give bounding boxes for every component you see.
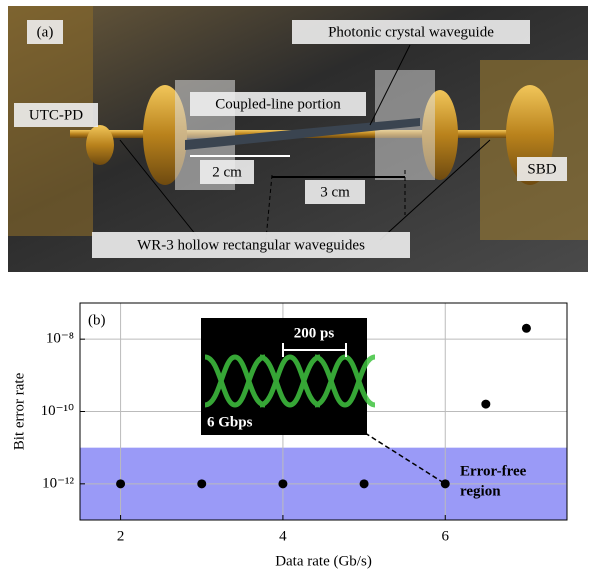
photo-label: WR-3 hollow rectangular waveguides: [137, 237, 365, 253]
eye-inset: [201, 318, 367, 435]
photo-label: Coupled-line portion: [215, 96, 341, 112]
data-point: [481, 399, 491, 409]
data-point: [116, 479, 126, 489]
label-box: [92, 232, 410, 258]
label-box: [190, 92, 366, 116]
scale-label: 200 ps: [294, 325, 335, 341]
flange: [86, 125, 114, 165]
photo-label: 3 cm: [320, 184, 350, 200]
y-tick-label: 10⁻¹²: [42, 475, 74, 491]
panel-label: (a): [37, 24, 54, 40]
x-axis-label: Data rate (Gb/s): [275, 553, 372, 569]
pointer: [119, 139, 201, 241]
region-label: region: [460, 483, 501, 499]
pointer: [369, 44, 411, 126]
photo: (a) Photonic crystal waveguide UTC-PD Co…: [8, 6, 588, 272]
y-tick-label: 10⁻¹⁰: [41, 403, 74, 419]
x-tick-label: 4: [279, 528, 287, 544]
data-point: [278, 479, 288, 489]
pointer: [379, 139, 491, 241]
photo-label: Photonic crystal waveguide: [328, 24, 494, 40]
photo-label: 2 cm: [212, 164, 242, 180]
crystal-chip: [185, 118, 420, 150]
y-tick-label: 10⁻⁸: [46, 331, 74, 347]
guide: [264, 174, 273, 251]
x-tick-label: 6: [442, 528, 450, 544]
y-axis-label: Bit error rate: [11, 372, 27, 450]
data-point: [521, 323, 531, 333]
region-label: Error-free: [460, 463, 527, 479]
label-box: [14, 103, 98, 127]
eye-trace: [204, 354, 376, 408]
data-point: [197, 479, 207, 489]
photo-label: UTC-PD: [29, 107, 83, 123]
data-point: [359, 479, 369, 489]
label-box: [292, 20, 530, 44]
label-box: [305, 180, 365, 204]
label-box: [27, 20, 63, 44]
photo-label: SBD: [527, 161, 556, 177]
x-tick-label: 2: [117, 528, 125, 544]
label-box: [517, 157, 567, 181]
data-point: [440, 479, 450, 489]
chart: 10⁻¹² 10⁻¹⁰ 10⁻⁸ 2 4 6 (b) Data rate (Gb/s) Bit …: [11, 302, 568, 569]
panel-label: (b): [88, 312, 106, 328]
eye-label: 6 Gbps: [207, 414, 253, 430]
plot-frame: [79, 302, 568, 521]
label-box: [200, 160, 254, 184]
